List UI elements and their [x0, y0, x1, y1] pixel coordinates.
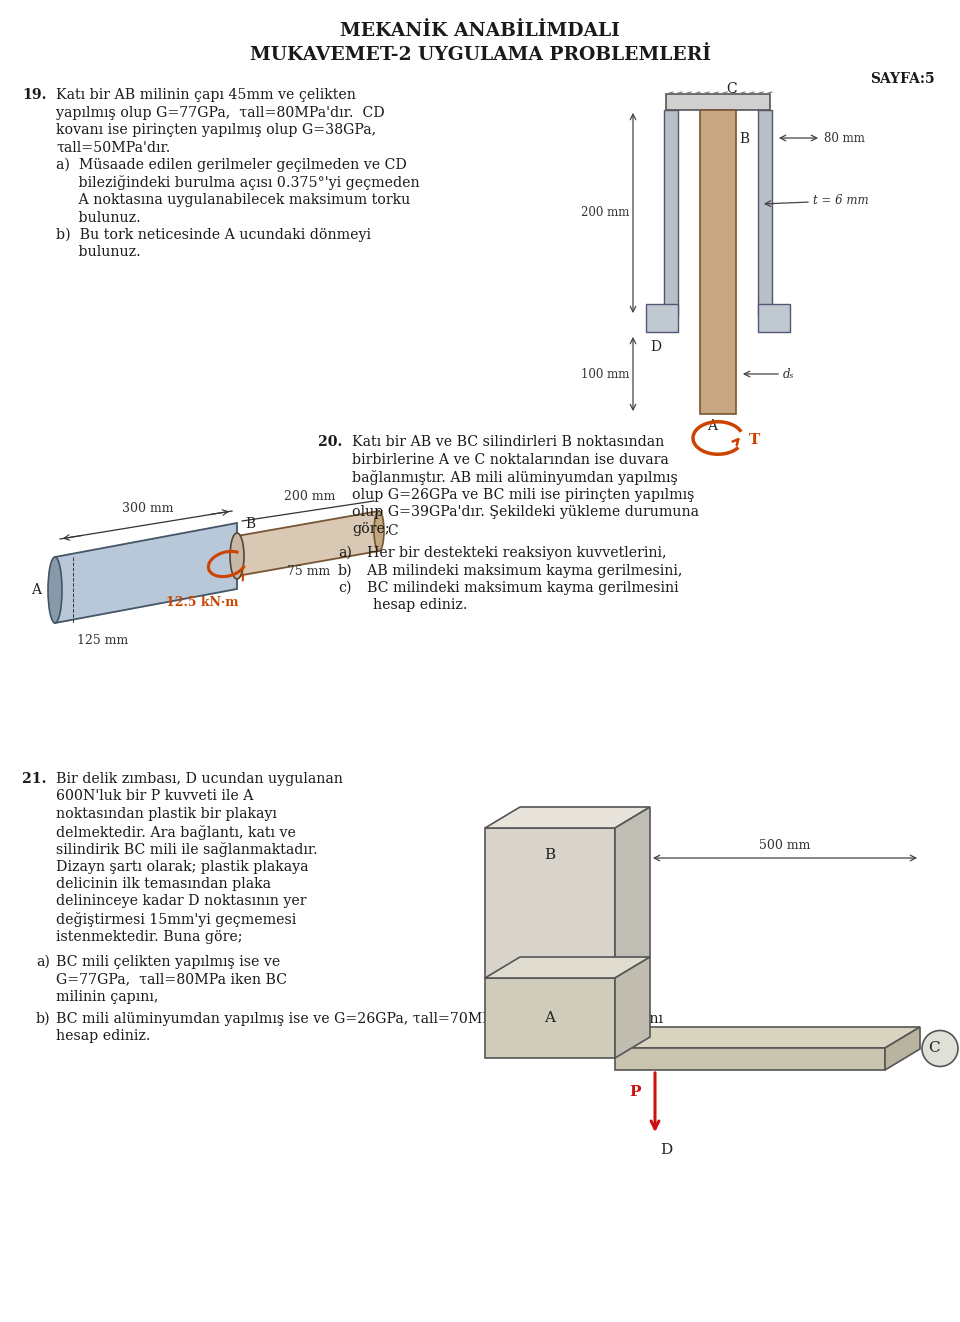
Text: B: B: [739, 132, 749, 145]
Text: D: D: [660, 1144, 672, 1157]
Text: hesap ediniz.: hesap ediniz.: [373, 599, 468, 612]
Text: c): c): [338, 580, 351, 595]
Text: kovanı ise pirinçten yapılmış olup G=38GPa,: kovanı ise pirinçten yapılmış olup G=38G…: [56, 123, 376, 137]
Bar: [664, 110, 678, 316]
Text: MEKANİK ANABİLİMDALI: MEKANİK ANABİLİMDALI: [340, 22, 620, 40]
Polygon shape: [485, 957, 650, 978]
Text: Dizayn şartı olarak; plastik plakaya: Dizayn şartı olarak; plastik plakaya: [56, 859, 308, 874]
Bar: [485, 828, 615, 978]
Text: yapılmış olup G=77GPa,  τall=80MPa'dır.  CD: yapılmış olup G=77GPa, τall=80MPa'dır. C…: [56, 106, 385, 119]
Text: AB milindeki maksimum kayma gerilmesini,: AB milindeki maksimum kayma gerilmesini,: [358, 563, 683, 578]
Text: A: A: [544, 1011, 556, 1025]
Text: t = 6 mm: t = 6 mm: [813, 193, 869, 206]
Text: D: D: [650, 340, 661, 354]
Polygon shape: [885, 1027, 920, 1069]
Text: dₛ: dₛ: [783, 368, 795, 381]
Text: olup G=26GPa ve BC mili ise pirinçten yapılmış: olup G=26GPa ve BC mili ise pirinçten ya…: [352, 488, 694, 501]
Text: 300 mm: 300 mm: [122, 502, 174, 516]
Text: Katı bir AB ve BC silindirleri B noktasından: Katı bir AB ve BC silindirleri B noktası…: [352, 435, 664, 449]
Text: hesap ediniz.: hesap ediniz.: [56, 1029, 151, 1043]
Text: 600N'luk bir P kuvveti ile A: 600N'luk bir P kuvveti ile A: [56, 789, 253, 804]
Text: 21.: 21.: [22, 772, 46, 787]
Text: 80 mm: 80 mm: [824, 131, 865, 144]
Text: a): a): [338, 546, 352, 561]
Ellipse shape: [230, 533, 244, 579]
Polygon shape: [615, 957, 650, 1058]
Text: göre;: göre;: [352, 522, 390, 537]
Bar: [700, 110, 736, 414]
Bar: [666, 94, 770, 110]
Text: delicinin ilk temasından plaka: delicinin ilk temasından plaka: [56, 876, 271, 891]
Text: C: C: [928, 1042, 940, 1055]
Text: silindirik BC mili ile sağlanmaktadır.: silindirik BC mili ile sağlanmaktadır.: [56, 842, 318, 857]
Ellipse shape: [48, 557, 62, 623]
Text: b)  Bu tork neticesinde A ucundaki dönmeyi: b) Bu tork neticesinde A ucundaki dönmey…: [56, 227, 371, 242]
Text: a): a): [36, 954, 50, 969]
Text: 75 mm: 75 mm: [287, 564, 330, 578]
Text: BC mili çelikten yapılmış ise ve: BC mili çelikten yapılmış ise ve: [56, 954, 280, 969]
Text: Her bir destekteki reaksiyon kuvvetlerini,: Her bir destekteki reaksiyon kuvvetlerin…: [358, 546, 666, 561]
Text: T: T: [749, 434, 760, 447]
Text: 100 mm: 100 mm: [581, 368, 629, 381]
Text: A: A: [707, 419, 717, 434]
Bar: [615, 1048, 885, 1069]
Text: A: A: [31, 583, 41, 598]
Text: B: B: [544, 847, 556, 862]
Text: noktasından plastik bir plakayı: noktasından plastik bir plakayı: [56, 806, 276, 821]
Text: 125 mm: 125 mm: [77, 635, 129, 646]
Text: P: P: [630, 1085, 641, 1099]
Polygon shape: [237, 512, 379, 576]
Ellipse shape: [374, 512, 384, 551]
Text: b): b): [338, 563, 352, 578]
Text: bileziğindeki burulma açısı 0.375°'yi geçmeden: bileziğindeki burulma açısı 0.375°'yi ge…: [56, 176, 420, 190]
Text: A noktasına uygulanabilecek maksimum torku: A noktasına uygulanabilecek maksimum tor…: [56, 193, 410, 208]
Text: bulunuz.: bulunuz.: [56, 210, 141, 225]
Polygon shape: [55, 524, 237, 623]
Bar: [758, 304, 790, 332]
Text: C: C: [387, 524, 397, 538]
Text: Bir delik zımbası, D ucundan uygulanan: Bir delik zımbası, D ucundan uygulanan: [56, 772, 343, 787]
Text: C: C: [726, 82, 736, 97]
Text: SAYFA:5: SAYFA:5: [871, 71, 935, 86]
Bar: [646, 304, 678, 332]
Text: olup G=39GPa'dır. Şekildeki yükleme durumuna: olup G=39GPa'dır. Şekildeki yükleme duru…: [352, 505, 699, 520]
Text: delmektedir. Ara bağlantı, katı ve: delmektedir. Ara bağlantı, katı ve: [56, 825, 296, 839]
Text: 12.5 kN·m: 12.5 kN·m: [166, 596, 238, 609]
Text: delininceye kadar D noktasının yer: delininceye kadar D noktasının yer: [56, 895, 306, 908]
Polygon shape: [615, 806, 650, 978]
Text: G=77GPa,  τall=80MPa iken BC: G=77GPa, τall=80MPa iken BC: [56, 973, 287, 986]
Text: BC mili alüminyumdan yapılmış ise ve G=26GPa, τall=70MPa iken BC milinin çapını: BC mili alüminyumdan yapılmış ise ve G=2…: [56, 1011, 663, 1026]
Text: 500 mm: 500 mm: [759, 839, 810, 851]
Circle shape: [922, 1031, 958, 1067]
Text: bulunuz.: bulunuz.: [56, 246, 141, 259]
Text: değiştirmesi 15mm'yi geçmemesi: değiştirmesi 15mm'yi geçmemesi: [56, 912, 297, 927]
Text: BC milindeki maksimum kayma gerilmesini: BC milindeki maksimum kayma gerilmesini: [358, 580, 679, 595]
Text: milinin çapını,: milinin çapını,: [56, 990, 158, 1003]
Text: 19.: 19.: [22, 89, 46, 102]
Text: MUKAVEMET-2 UYGULAMA PROBLEMLERİ: MUKAVEMET-2 UYGULAMA PROBLEMLERİ: [250, 46, 710, 63]
Text: B: B: [245, 517, 255, 531]
Text: τall=50MPa'dır.: τall=50MPa'dır.: [56, 140, 170, 155]
Text: a)  Müsaade edilen gerilmeler geçilmeden ve CD: a) Müsaade edilen gerilmeler geçilmeden …: [56, 159, 407, 172]
Text: 20.: 20.: [318, 435, 343, 449]
Polygon shape: [615, 1027, 920, 1048]
Text: istenmektedir. Buna göre;: istenmektedir. Buna göre;: [56, 929, 243, 944]
Text: b): b): [36, 1011, 51, 1026]
Polygon shape: [485, 806, 650, 828]
Text: 200 mm: 200 mm: [284, 490, 336, 502]
Text: bağlanmıştır. AB mili alüminyumdan yapılmış: bağlanmıştır. AB mili alüminyumdan yapıl…: [352, 471, 678, 485]
Text: 200 mm: 200 mm: [581, 206, 629, 219]
Bar: [485, 978, 615, 1058]
Text: Katı bir AB milinin çapı 45mm ve çelikten: Katı bir AB milinin çapı 45mm ve çelikte…: [56, 89, 356, 102]
Text: birbirlerine A ve C noktalarından ise duvara: birbirlerine A ve C noktalarından ise du…: [352, 452, 669, 467]
Bar: [758, 110, 772, 316]
